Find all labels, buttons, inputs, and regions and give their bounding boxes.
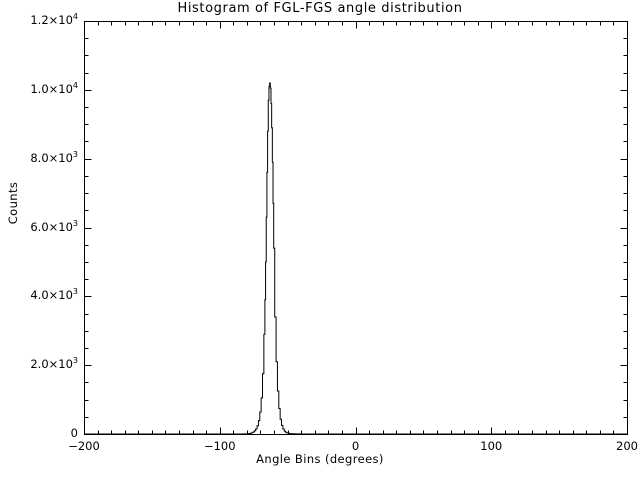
- y-tick-label: 8.0×103: [30, 149, 78, 165]
- x-tick-label: −200: [68, 439, 100, 453]
- x-tick-label: 100: [480, 439, 503, 453]
- y-tick-label: 2.0×103: [30, 356, 78, 372]
- histogram-line: [84, 82, 627, 435]
- axes-group: [84, 21, 628, 435]
- x-tick-label: 200: [616, 439, 638, 453]
- y-axis-label: Counts: [6, 181, 20, 225]
- x-tick-label: −100: [203, 439, 236, 453]
- y-tick-label: 4.0×103: [30, 287, 78, 303]
- chart-title: Histogram of FGL-FGS angle distribution: [177, 1, 463, 16]
- plot-frame: [84, 21, 628, 435]
- x-tick-label: 0: [351, 439, 360, 453]
- y-tick-label: 6.0×103: [30, 218, 78, 234]
- y-tick-label: 1.0×104: [30, 81, 78, 96]
- y-tick-label: 0: [70, 426, 78, 440]
- x-axis-label: Angle Bins (degrees): [256, 452, 384, 466]
- histogram-curve: [84, 82, 627, 435]
- y-tick-label: 1.2×104: [30, 12, 78, 27]
